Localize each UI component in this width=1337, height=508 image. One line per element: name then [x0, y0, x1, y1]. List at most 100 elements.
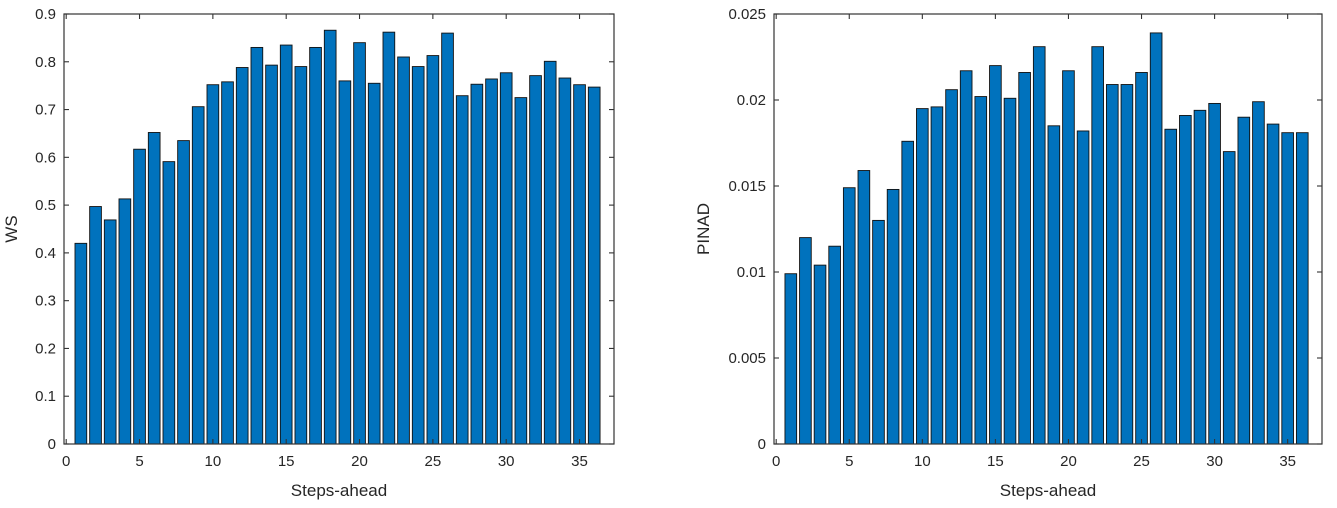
bar-step-35 — [573, 84, 586, 445]
x-tick-label: 35 — [1279, 453, 1296, 470]
bar-step-31 — [1222, 151, 1236, 445]
x-tick-label: 35 — [571, 453, 588, 470]
bar-step-19 — [338, 80, 352, 445]
x-tick-label: 10 — [205, 453, 222, 470]
x-tick-label: 0 — [62, 453, 70, 470]
bar-step-10 — [206, 84, 220, 445]
y-axis-label: WS — [2, 215, 21, 242]
y-tick-label: 0.025 — [728, 6, 766, 23]
y-tick-label: 0.5 — [35, 197, 56, 214]
y-tick-label: 0.3 — [35, 293, 56, 310]
y-tick-label: 0.7 — [35, 102, 56, 119]
x-tick-label: 10 — [914, 453, 931, 470]
bar-step-2 — [799, 237, 812, 445]
axes-frame — [63, 13, 615, 445]
bar-step-32 — [1237, 116, 1251, 445]
bar-step-33 — [543, 60, 557, 445]
bar-step-30 — [499, 72, 513, 445]
y-tick-label: 0.2 — [35, 340, 56, 357]
bar-step-36 — [1295, 132, 1309, 445]
bar-step-8 — [177, 140, 190, 445]
x-tick-label: 30 — [1206, 453, 1223, 470]
bar-step-21 — [367, 82, 381, 445]
bar-step-25 — [426, 55, 440, 445]
x-axis-label: Steps-ahead — [291, 481, 387, 500]
bar-step-4 — [828, 245, 841, 445]
bar-step-15 — [279, 44, 293, 445]
y-tick-label: 0.005 — [728, 350, 766, 367]
bar-step-6 — [857, 170, 871, 445]
bar-step-29 — [485, 78, 498, 445]
bar-step-26 — [1149, 32, 1163, 445]
bar-step-16 — [294, 66, 308, 445]
bar-step-12 — [945, 89, 958, 445]
bar-step-2 — [89, 206, 102, 445]
y-tick-label: 0.1 — [35, 388, 56, 405]
bar-step-28 — [470, 83, 484, 445]
bar-step-7 — [162, 161, 176, 445]
y-tick-label: 0.015 — [728, 178, 766, 195]
x-tick-label: 0 — [772, 453, 780, 470]
x-tick-label: 25 — [425, 453, 442, 470]
bar-step-33 — [1252, 101, 1265, 445]
bar-step-7 — [872, 219, 885, 445]
bar-step-24 — [1120, 84, 1134, 445]
bar-step-30 — [1208, 102, 1221, 445]
x-tick-label: 5 — [135, 453, 143, 470]
bar-step-17 — [309, 46, 322, 445]
x-tick-label: 25 — [1133, 453, 1150, 470]
bar-step-9 — [901, 140, 915, 445]
bar-step-4 — [118, 198, 132, 445]
bar-step-34 — [1266, 123, 1280, 445]
bar-step-18 — [323, 29, 337, 445]
x-tick-label: 15 — [987, 453, 1004, 470]
bar-step-32 — [529, 75, 542, 445]
bar-step-24 — [411, 66, 425, 445]
bar-step-13 — [959, 70, 973, 445]
bar-step-25 — [1135, 72, 1148, 445]
bar-step-15 — [989, 65, 1002, 445]
bar-step-17 — [1018, 72, 1031, 445]
bar-step-31 — [514, 97, 528, 445]
bar-step-8 — [886, 188, 900, 445]
axes-frame — [773, 13, 1323, 445]
x-tick-label: 15 — [278, 453, 295, 470]
bar-step-12 — [235, 67, 249, 445]
bar-step-1 — [784, 273, 798, 445]
bar-step-10 — [916, 108, 929, 445]
bar-step-14 — [265, 64, 278, 445]
y-tick-label: 0.4 — [35, 245, 56, 262]
bar-step-36 — [587, 86, 601, 445]
y-tick-label: 0.6 — [35, 149, 56, 166]
x-tick-label: 30 — [498, 453, 515, 470]
bar-step-18 — [1032, 46, 1046, 445]
ws-chart: 0 5 10 15 20 25 30 35 0 0.1 0.2 0.3 0.4 0.5 0.6 0.7 0.8 0… — [2, 6, 615, 500]
bar-step-34 — [558, 77, 572, 445]
bar-step-26 — [441, 32, 454, 445]
bar-step-5 — [133, 148, 146, 445]
x-tick-label: 20 — [1060, 453, 1077, 470]
bar-step-27 — [1164, 128, 1178, 445]
bar-step-27 — [455, 95, 469, 445]
y-tick-label: 0 — [758, 436, 766, 453]
bar-step-28 — [1179, 115, 1192, 445]
bar-step-16 — [1003, 97, 1017, 445]
bar-step-9 — [191, 106, 205, 445]
bar-step-22 — [1091, 46, 1104, 445]
bar-step-5 — [842, 187, 856, 445]
bar-step-20 — [1062, 70, 1075, 445]
bar-step-19 — [1047, 125, 1061, 445]
x-tick-label: 20 — [351, 453, 368, 470]
bar-step-23 — [1105, 84, 1119, 445]
bar-step-35 — [1281, 132, 1294, 445]
bar-step-22 — [382, 31, 396, 445]
bar-step-11 — [221, 81, 234, 445]
bar-step-29 — [1193, 109, 1207, 445]
bar-step-3 — [813, 264, 827, 445]
y-tick-label: 0.01 — [737, 264, 766, 281]
bar-step-11 — [930, 106, 944, 445]
y-tick-label: 0.8 — [35, 54, 56, 71]
bar-step-14 — [974, 96, 988, 445]
